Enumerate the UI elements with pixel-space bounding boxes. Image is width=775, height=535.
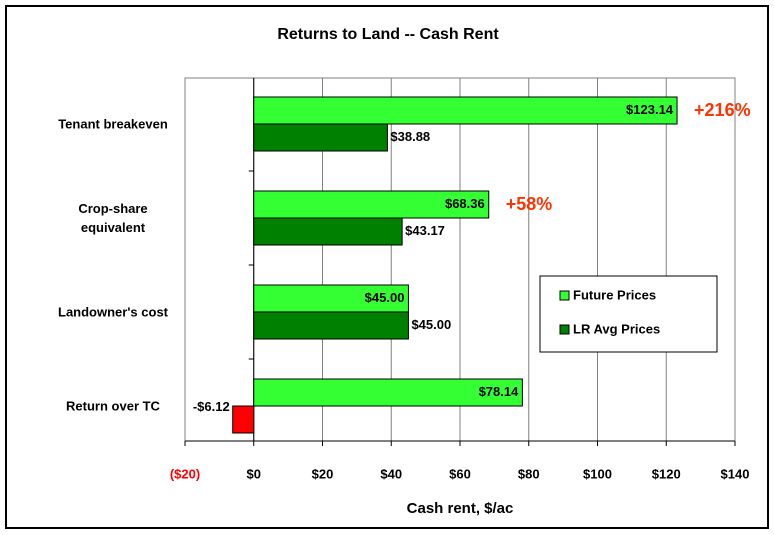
y-tick-label: Crop-share equivalent	[78, 201, 148, 235]
x-tick-label: $0	[247, 466, 261, 481]
bar	[253, 311, 409, 340]
x-axis-title: Cash rent, $/ac	[407, 500, 514, 517]
bar	[253, 96, 678, 125]
bar	[232, 405, 255, 434]
x-tick-label: $80	[518, 466, 540, 481]
x-tick-label: ($20)	[170, 466, 200, 481]
bar	[253, 217, 403, 246]
data-label: $68.36	[445, 196, 485, 211]
bar	[253, 190, 490, 219]
bar	[253, 284, 409, 313]
y-tick-label: Landowner's cost	[58, 304, 168, 320]
legend-box	[539, 275, 718, 353]
data-label: $45.00	[411, 317, 451, 332]
data-label: $43.17	[405, 223, 445, 238]
y-tick-label: Return over TC	[66, 398, 160, 414]
chart-title: Returns to Land -- Cash Rent	[277, 26, 499, 43]
data-label: -$6.12	[193, 399, 230, 414]
data-label: $38.88	[390, 129, 430, 144]
legend-label: LR Avg Prices	[573, 321, 660, 336]
x-tick-label: $20	[312, 466, 334, 481]
bar	[253, 123, 388, 152]
y-tick-label: Tenant breakeven	[58, 116, 168, 132]
data-label: $78.14	[479, 384, 520, 399]
x-tick-label: $40	[380, 466, 402, 481]
legend-swatch	[559, 290, 570, 301]
annotation: +216%	[694, 100, 751, 120]
data-label: $45.00	[365, 290, 405, 305]
annotation: +58%	[506, 194, 553, 214]
data-label: $123.14	[626, 102, 674, 117]
bar	[253, 378, 523, 407]
x-tick-label: $140	[721, 466, 750, 481]
x-tick-label: $100	[583, 466, 612, 481]
x-tick-label: $120	[652, 466, 681, 481]
legend-swatch	[559, 324, 570, 335]
legend-label: Future Prices	[573, 287, 656, 302]
x-tick-label: $60	[449, 466, 471, 481]
